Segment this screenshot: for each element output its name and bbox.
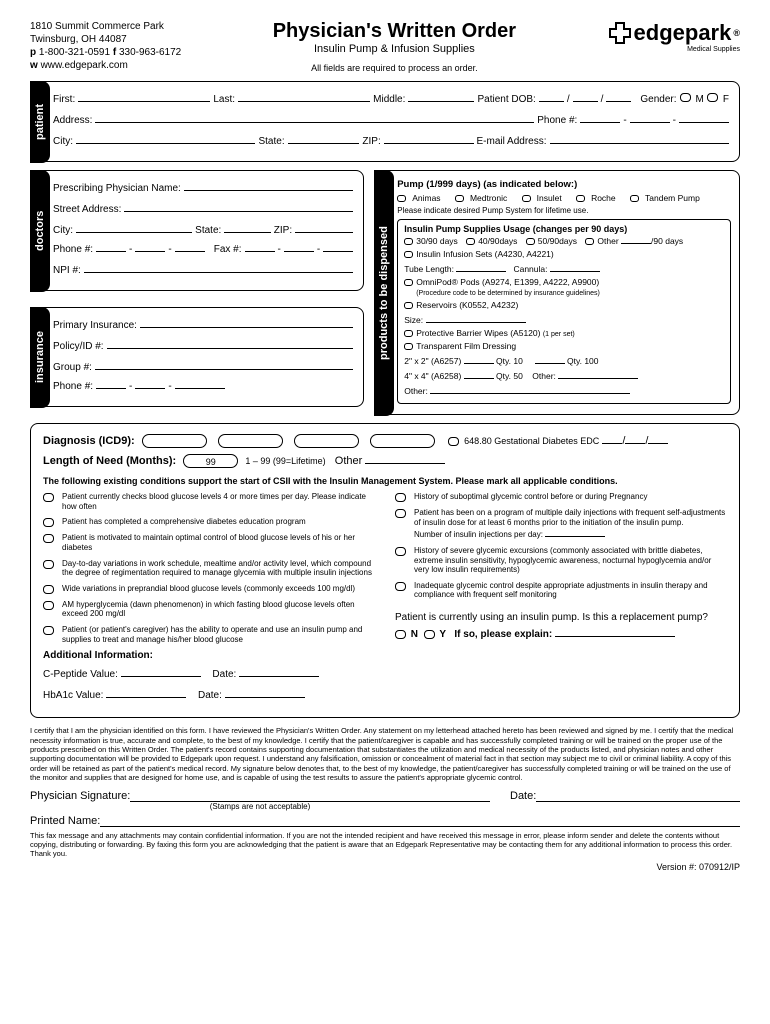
patient-section: patient First: Last: Middle: Patient DOB… [30,81,740,162]
first-input[interactable] [78,90,210,102]
length-input[interactable]: 99 [183,454,238,468]
printed-name-input[interactable] [100,815,740,827]
insurance-tab: insurance [30,307,50,408]
form-title: Physician's Written Order [181,20,607,43]
sig-date-input[interactable] [536,790,740,802]
zip-input[interactable] [384,132,474,144]
city-input[interactable] [76,132,255,144]
gender-f-checkbox[interactable] [707,93,718,102]
products-tab: products to be dispensed [374,170,394,416]
supplies-inner: Insulin Pump Supplies Usage (changes per… [397,219,731,404]
icd9-input-2[interactable] [218,434,283,448]
npi-input[interactable] [84,261,353,273]
doctor-street-input[interactable] [124,200,353,212]
version-label: Version #: 070912/IP [30,862,740,872]
physician-name-input[interactable] [184,179,353,191]
group-input[interactable] [95,358,353,370]
doctors-tab: doctors [30,170,50,292]
last-input[interactable] [238,90,370,102]
email-input[interactable] [550,132,729,144]
products-section: products to be dispensed Pump (1/999 day… [374,170,740,415]
footer-disclaimer: This fax message and any attachments may… [30,831,740,858]
pump-title: Pump (1/999 days) (as indicated below:) [397,179,731,190]
icd9-input-3[interactable] [294,434,359,448]
signature-input[interactable] [130,790,490,802]
required-note: All fields are required to process an or… [181,63,607,73]
state-input[interactable] [288,132,360,144]
patient-tab: patient [30,81,50,163]
insurance-section: insurance Primary Insurance: Policy/ID #… [30,307,364,407]
company-address: 1810 Summit Commerce Park Twinsburg, OH … [30,20,181,72]
doctors-section: doctors Prescribing Physician Name: Stre… [30,170,364,291]
middle-input[interactable] [408,90,474,102]
form-subtitle: Insulin Pump & Infusion Supplies [181,43,607,55]
header: 1810 Summit Commerce Park Twinsburg, OH … [30,20,740,73]
logo-subtitle: Medical Supplies [608,46,740,53]
primary-ins-input[interactable] [140,316,353,328]
address-input[interactable] [95,111,534,123]
edgepark-logo: edgepark® [608,20,740,46]
address-line2: Twinsburg, OH 44087 [30,33,181,46]
icd9-input-1[interactable] [142,434,207,448]
policy-input[interactable] [107,337,354,349]
address-line1: 1810 Summit Commerce Park [30,20,181,33]
cross-icon [608,21,632,45]
certification-text: I certify that I am the physician identi… [30,726,740,782]
diagnosis-section: Diagnosis (ICD9): 648.80 Gestational Dia… [30,423,740,718]
logo-block: edgepark® Medical Supplies [608,20,740,53]
pump-options: Animas Medtronic Insulet Roche Tandem Pu… [397,193,731,203]
form-title-block: Physician's Written Order Insulin Pump &… [181,20,607,73]
icd9-input-4[interactable] [370,434,435,448]
gender-m-checkbox[interactable] [680,93,691,102]
